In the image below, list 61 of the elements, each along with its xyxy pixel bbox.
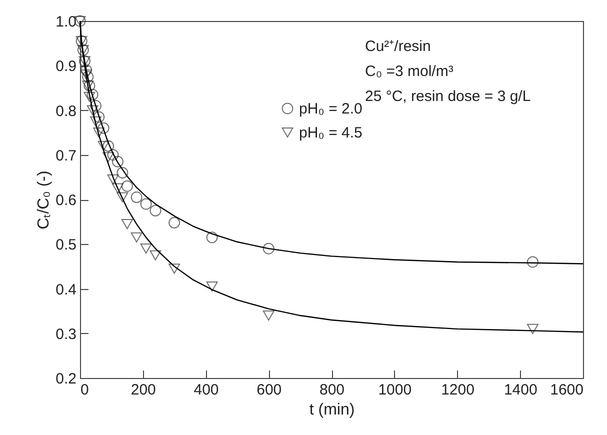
point [102, 140, 114, 152]
point [107, 149, 119, 161]
x-tick-label: 1200 [441, 382, 474, 398]
x-tick-label: 800 [319, 382, 345, 398]
point [86, 88, 98, 100]
point [93, 128, 105, 138]
point [121, 219, 133, 230]
legend-label: pH₀ = 2.0 [299, 100, 362, 118]
point [140, 244, 152, 254]
point [82, 71, 94, 83]
x-tick-label: 1400 [504, 382, 538, 398]
point [168, 216, 180, 228]
point [150, 250, 162, 260]
point [90, 116, 102, 126]
point [262, 242, 274, 254]
point [107, 174, 119, 184]
y-tick-label: 0.3 [56, 326, 76, 343]
point [140, 198, 152, 210]
y-tick-label: 0.2 [56, 370, 76, 388]
point [112, 156, 124, 168]
point [116, 166, 128, 178]
point [130, 232, 142, 242]
annotation: Cu²⁺/resin [365, 38, 431, 55]
point [206, 232, 218, 244]
point [112, 183, 124, 194]
x-tick-label: 1000 [378, 382, 412, 398]
point [84, 92, 96, 102]
y-tick-label: 0.7 [56, 147, 76, 164]
y-tick-label: 1.0 [56, 14, 76, 30]
x-tick-label: 1600 [550, 382, 584, 398]
annotation: 25 °C, resin dose = 3 g/L [365, 88, 531, 105]
legend-label: pH₀ = 4.5 [299, 124, 362, 142]
point [90, 100, 102, 112]
point [526, 324, 538, 334]
x-axis-title: t (min) [309, 402, 355, 418]
x-tick-label: 0 [80, 382, 89, 398]
x-tick-label: 200 [130, 382, 156, 398]
y-tick-label: 0.8 [56, 102, 76, 120]
point [116, 192, 128, 202]
y-tick-label: 0.6 [56, 192, 76, 209]
point [206, 281, 218, 292]
point [168, 264, 180, 274]
point [86, 105, 98, 116]
point [80, 64, 92, 76]
point [98, 140, 110, 151]
point [262, 310, 274, 321]
point [98, 122, 110, 134]
point [526, 256, 538, 268]
y-tick-label: 0.5 [56, 236, 76, 254]
y-tick-label: 0.4 [56, 281, 76, 298]
point [102, 152, 114, 162]
point [93, 111, 105, 123]
y-axis-title: Cₜ/C₀ (-) [36, 170, 53, 230]
x-tick-label: 400 [194, 382, 219, 398]
y-tick-label: 0.9 [56, 58, 76, 76]
annotation: C₀ =3 mol/m³ [365, 63, 454, 80]
point [121, 180, 133, 192]
x-tick-label: 600 [256, 382, 282, 398]
point [80, 70, 92, 80]
point [130, 192, 142, 203]
point [150, 204, 162, 216]
